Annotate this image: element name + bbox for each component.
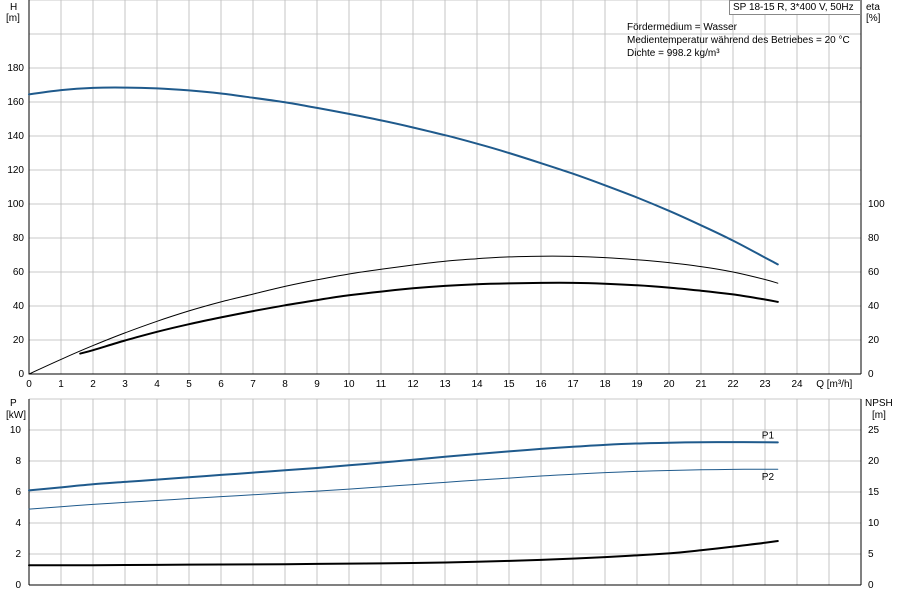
y-left-tick-label: 180 [7, 63, 24, 74]
y-right-tick-label: 0 [868, 580, 874, 591]
y-left-tick-label: 60 [13, 267, 25, 278]
y-left-name: H [10, 2, 17, 13]
y-left-tick-label: 140 [7, 131, 24, 142]
y-left-tick-label: 40 [13, 301, 25, 312]
y-right-tick-label: 100 [868, 199, 885, 210]
x-tick-label: 18 [599, 379, 611, 390]
x-tick-label: 8 [282, 379, 288, 390]
y-left-tick-label: 160 [7, 97, 24, 108]
axes-bottom [28, 399, 862, 586]
x-tick-label: 6 [218, 379, 224, 390]
x-tick-label: 3 [122, 379, 128, 390]
y-right-tick-label: 10 [868, 518, 880, 529]
x-tick-label: 23 [759, 379, 771, 390]
y-right-tick-label: 20 [868, 335, 880, 346]
y-left-unit: [kW] [6, 410, 26, 421]
curve-npsh [28, 540, 779, 567]
x-tick-label: 17 [567, 379, 579, 390]
curve-h [28, 86, 779, 266]
y-right-name: eta [866, 2, 880, 13]
pump-label: SP 18-15 R, 3*400 V, 50Hz [733, 2, 854, 13]
chart-series [28, 86, 779, 567]
y-left-tick-label: 2 [15, 549, 21, 560]
y-left-tick-label: 100 [7, 199, 24, 210]
y-right-tick-label: 25 [868, 425, 880, 436]
x-tick-label: 24 [791, 379, 803, 390]
y-right-unit: [%] [866, 13, 881, 24]
grid-bottom [28, 398, 862, 586]
x-tick-label: 19 [631, 379, 643, 390]
x-axis-label: Q [m³/h] [816, 379, 852, 390]
x-tick-label: 16 [535, 379, 547, 390]
y-right-unit: [m] [872, 410, 886, 421]
y-left-tick-label: 0 [18, 369, 24, 380]
x-tick-label: 9 [314, 379, 320, 390]
y-left-tick-label: 20 [13, 335, 25, 346]
y-left-unit: [m] [6, 13, 20, 24]
y-left-tick-label: 80 [13, 233, 25, 244]
x-tick-label: 14 [471, 379, 483, 390]
series-label-p2: P2 [762, 472, 775, 483]
y-right-tick-label: 15 [868, 487, 880, 498]
x-tick-label: 11 [376, 379, 387, 390]
curve-p2 [28, 468, 779, 510]
x-tick-label: 13 [439, 379, 451, 390]
x-tick-label: 1 [58, 379, 64, 390]
y-right-tick-label: 20 [868, 456, 880, 467]
x-tick-label: 21 [695, 379, 707, 390]
axes-top [28, 0, 862, 375]
y-right-name: NPSH [865, 398, 893, 409]
curve-eta_pump [28, 255, 779, 375]
y-left-tick-label: 8 [15, 456, 21, 467]
curve-p1 [28, 441, 779, 492]
y-left-tick-label: 10 [10, 425, 22, 436]
curve-eta_total [79, 281, 779, 355]
y-right-tick-label: 80 [868, 233, 880, 244]
grid-top [28, 0, 862, 375]
pump-label-box: SP 18-15 R, 3*400 V, 50Hz [729, 0, 861, 15]
x-tick-label: 22 [727, 379, 739, 390]
x-tick-label: 15 [503, 379, 515, 390]
y-left-tick-label: 0 [15, 580, 21, 591]
x-tick-label: 5 [186, 379, 192, 390]
y-left-tick-label: 120 [7, 165, 24, 176]
x-tick-label: 7 [250, 379, 256, 390]
y-left-name: P [10, 398, 17, 409]
y-right-tick-label: 0 [868, 369, 874, 380]
x-tick-label: 2 [90, 379, 96, 390]
x-tick-label: 10 [343, 379, 355, 390]
y-right-tick-label: 60 [868, 267, 880, 278]
y-left-tick-label: 6 [15, 487, 21, 498]
series-label-p1: P1 [762, 430, 775, 441]
y-right-tick-label: 5 [868, 549, 874, 560]
x-tick-label: 12 [407, 379, 419, 390]
x-tick-label: 20 [663, 379, 675, 390]
y-right-tick-label: 40 [868, 301, 880, 312]
x-tick-label: 4 [154, 379, 160, 390]
x-tick-label: 0 [26, 379, 32, 390]
y-left-tick-label: 4 [15, 518, 21, 529]
